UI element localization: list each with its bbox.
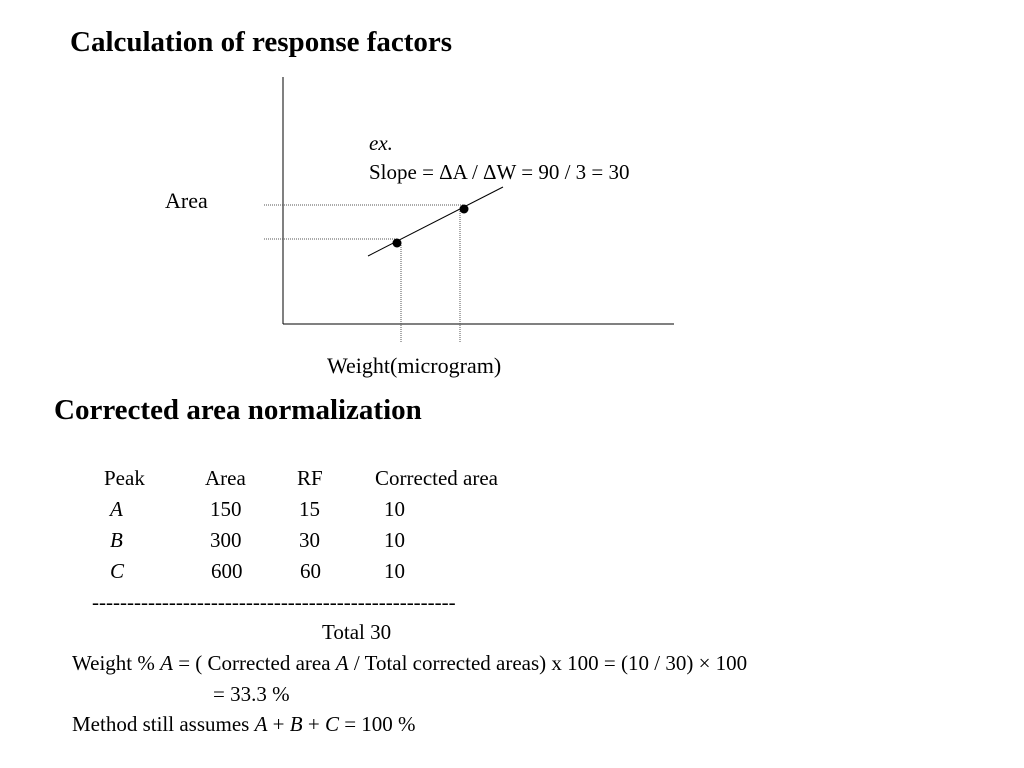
table-header-area: Area: [205, 466, 246, 490]
example-label: ex.: [369, 131, 393, 155]
table-cell-rf: 15: [299, 497, 320, 521]
table-cell-corrected: 10: [384, 559, 405, 583]
formula-mid: = ( Corrected area: [172, 651, 336, 675]
table-separator: ----------------------------------------…: [92, 590, 456, 614]
formula-suffix: / Total corrected areas) x 100 = (10 / 3…: [348, 651, 748, 675]
method-assumption: Method still assumes A + B + C = 100 %: [72, 712, 416, 737]
table-header-peak: Peak: [104, 466, 145, 490]
formula-result: = 33.3 %: [213, 682, 290, 706]
formula-var-a: A: [160, 651, 173, 675]
formula-var-a2: A: [335, 651, 349, 675]
table-header-corrected-area: Corrected area: [375, 466, 498, 490]
table-cell-peak: B: [110, 528, 123, 552]
title-response-factors: Calculation of response factors: [70, 26, 453, 58]
table-cell-peak: A: [110, 497, 123, 521]
slope-equation: Slope = ΔA / ΔW = 90 / 3 = 30: [369, 160, 630, 184]
table-cell-corrected: 10: [384, 528, 405, 552]
x-axis-label: Weight(microgram): [327, 353, 502, 378]
table-cell-rf: 60: [300, 559, 321, 583]
formula-prefix: Weight %: [72, 651, 161, 675]
method-var-b: B: [289, 712, 303, 736]
table-cell-area: 150: [210, 497, 242, 521]
data-point-lower: [392, 238, 402, 248]
table-total: Total 30: [322, 620, 392, 644]
table-header-rf: RF: [297, 466, 323, 490]
method-var-c: C: [324, 712, 339, 736]
table-cell-area: 600: [211, 559, 243, 583]
table-cell-area: 300: [210, 528, 242, 552]
weight-percent-formula: Weight % A = ( Corrected area A / Total …: [72, 651, 747, 676]
table-cell-peak: C: [110, 559, 125, 583]
method-var-a: A: [254, 712, 268, 736]
method-suffix: = 100 %: [338, 712, 416, 736]
table-cell-rf: 30: [299, 528, 320, 552]
calibration-line: [367, 186, 504, 257]
table-cell-corrected: 10: [384, 497, 405, 521]
method-plus-2: +: [302, 712, 325, 736]
title-corrected-normalization: Corrected area normalization: [54, 394, 422, 426]
method-prefix: Method still assumes: [72, 712, 255, 736]
data-point-upper: [459, 204, 469, 214]
method-plus-1: +: [267, 712, 290, 736]
y-axis-label: Area: [165, 188, 208, 213]
